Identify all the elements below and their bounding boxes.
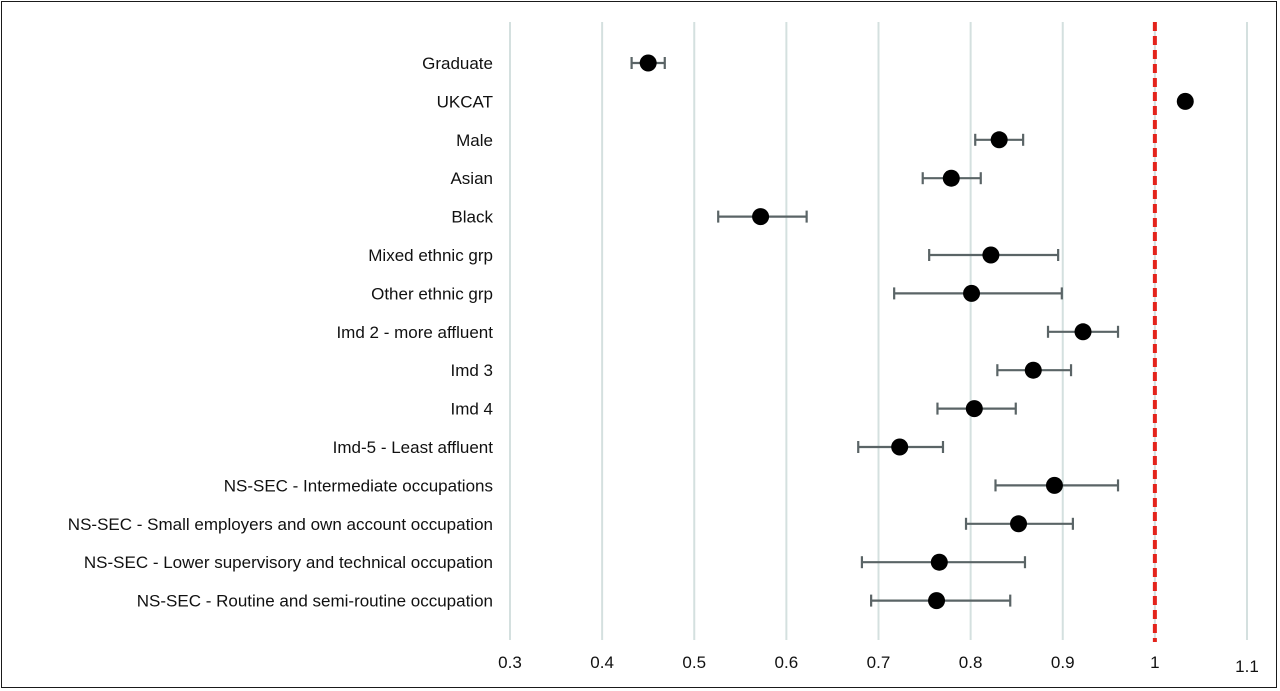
point-estimate [990, 131, 1008, 149]
point-estimate [891, 438, 909, 456]
category-label: Mixed ethnic grp [368, 246, 493, 265]
category-label: NS-SEC - Intermediate occupations [224, 476, 493, 495]
x-tick-label: 0.5 [682, 653, 706, 672]
point-estimate [930, 553, 948, 571]
category-label: Black [451, 208, 493, 227]
point-estimate [963, 284, 981, 302]
category-label: Graduate [422, 54, 493, 73]
point-estimate [1010, 515, 1028, 533]
point-estimate [928, 592, 946, 610]
point-estimates [639, 54, 1194, 610]
x-tick-label: 0.9 [1051, 653, 1075, 672]
category-label: Imd-5 - Least affluent [333, 438, 494, 457]
category-label: Other ethnic grp [371, 284, 493, 303]
category-label: Imd 4 [450, 400, 493, 419]
category-label: Imd 3 [450, 361, 493, 380]
category-label: Imd 2 - more affluent [336, 323, 493, 342]
category-label: Male [456, 131, 493, 150]
category-label: NS-SEC - Lower supervisory and technical… [84, 553, 493, 572]
category-label: NS-SEC - Small employers and own account… [68, 515, 493, 534]
point-estimate [752, 208, 770, 226]
x-tick-label: 0.7 [867, 653, 891, 672]
error-bars [630, 57, 1120, 607]
category-label: UKCAT [437, 92, 493, 111]
x-tick-label: 1.1 [1235, 657, 1259, 676]
x-axis-tick-labels: 0.3 0.4 0.5 0.6 0.7 0.8 0.9 1 1.1 [498, 653, 1259, 676]
category-label: Asian [450, 169, 493, 188]
point-estimate [942, 169, 960, 187]
point-estimate [1024, 361, 1042, 379]
x-tick-label: 1 [1150, 653, 1159, 672]
point-estimate [965, 400, 983, 418]
point-estimate [1074, 323, 1092, 341]
category-labels: Graduate UKCAT Male Asian Black Mixed ethnic … [68, 54, 494, 611]
x-tick-label: 0.4 [590, 653, 614, 672]
point-estimate [982, 246, 1000, 264]
category-label: NS-SEC - Routine and semi-routine occupa… [137, 592, 493, 611]
point-estimate [1045, 476, 1063, 494]
point-estimate [639, 54, 657, 72]
x-tick-label: 0.8 [959, 653, 983, 672]
gridlines [509, 22, 1248, 640]
x-tick-label: 0.3 [498, 653, 522, 672]
point-estimate [1176, 92, 1194, 110]
x-tick-label: 0.6 [775, 653, 799, 672]
